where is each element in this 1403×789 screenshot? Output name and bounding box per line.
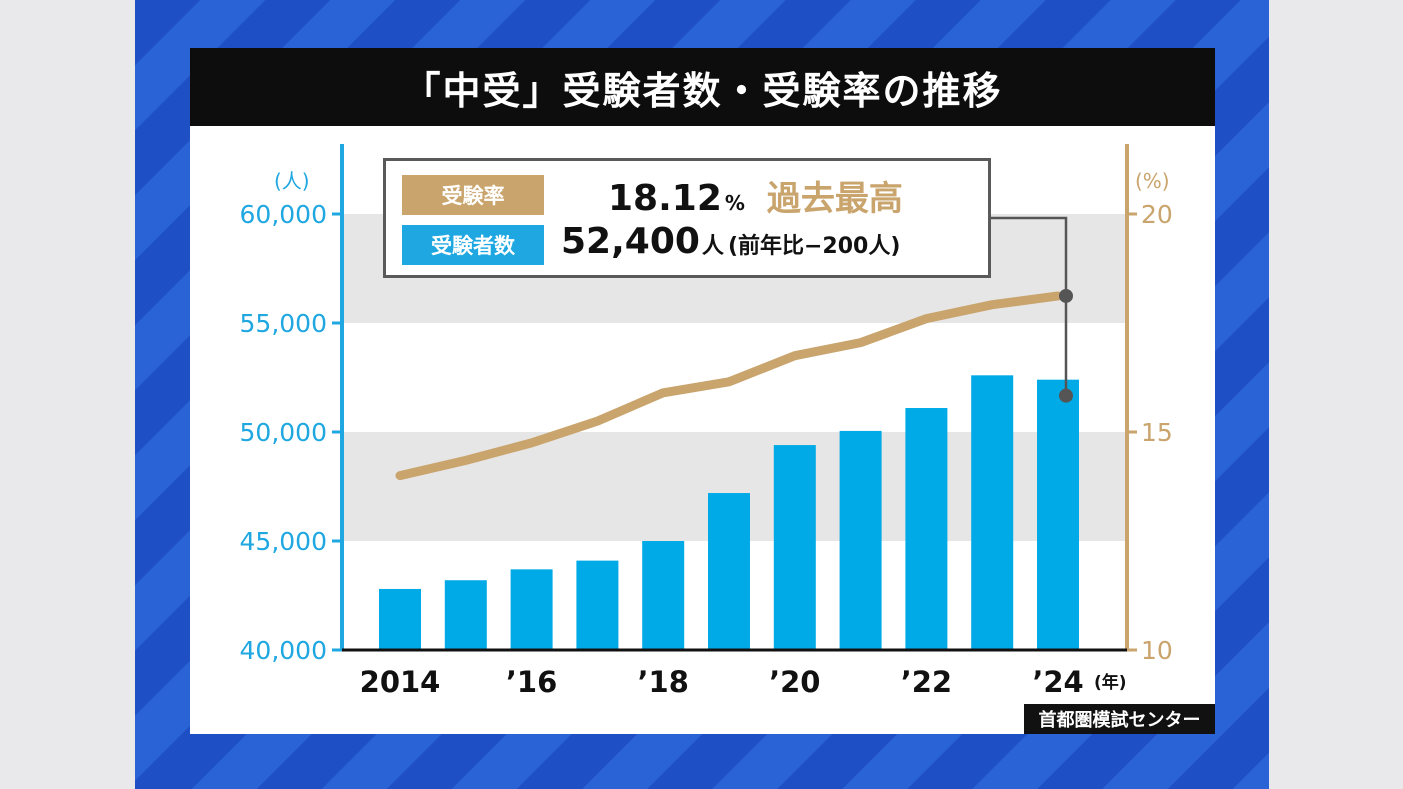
count-tag: 受験者数 (402, 225, 544, 265)
bar-2014 (379, 588, 421, 650)
x-tick-label: ’18 (638, 665, 689, 699)
rate-marker (1059, 288, 1073, 303)
count-unit: 人 (701, 234, 724, 259)
bar-2018 (642, 541, 685, 650)
count-value: 52,400 (561, 221, 700, 262)
right-tick-label: 20 (1141, 200, 1173, 229)
rate-note: 過去最高 (766, 179, 903, 219)
x-tick-label: ’20 (769, 665, 820, 699)
chart-panel: 40,000 45,000 50,000 55,000 60,000 (人) 10 15 20… (190, 126, 1215, 734)
bar-2021 (839, 430, 882, 650)
count-marker (1059, 388, 1073, 403)
left-tick-label: 60,000 (240, 200, 327, 229)
bar-2020 (773, 445, 816, 650)
x-tick-label: ’24 (1032, 665, 1083, 699)
bar-2022 (905, 408, 948, 650)
callout-box: 受験率 18.12 % 過去最高 受験者数 52,400 人 (前年比−200人… (383, 158, 991, 278)
x-tick-label: 2014 (360, 665, 441, 699)
right-axis-unit: (%) (1135, 169, 1170, 193)
broadcast-background: 「中受」受験者数・受験率の推移 40,000 45,000 50,000 55,000… (135, 0, 1269, 789)
callout-leader (991, 216, 1073, 403)
bar-2015 (444, 580, 487, 650)
leader-line (991, 216, 1068, 396)
count-readout: 52,400 人 (前年比−200人) (561, 221, 900, 267)
rate-tag: 受験率 (402, 175, 544, 215)
bars-group (379, 375, 1079, 650)
right-tick-label: 15 (1141, 418, 1173, 447)
x-tick-label: ’16 (506, 665, 557, 699)
left-tick-label: 50,000 (240, 418, 327, 447)
x-axis: 2014 ’16 ’18 ’20 ’22 ’24 (年) (342, 648, 1127, 699)
x-axis-unit: (年) (1094, 672, 1127, 693)
bar-2023 (971, 375, 1014, 650)
rate-line (395, 291, 1063, 481)
rate-line-group (395, 291, 1063, 481)
bar-2024 (1037, 379, 1079, 650)
rate-value: 18.12 (608, 178, 722, 219)
left-tick-label: 55,000 (240, 309, 327, 338)
source-label: 首都圏模試センター (1024, 704, 1215, 734)
bar-2016 (510, 569, 553, 650)
rate-unit: % (724, 191, 745, 215)
left-tick-label: 40,000 (240, 636, 327, 665)
left-tick-label: 45,000 (240, 527, 327, 556)
count-note: (前年比−200人) (727, 234, 901, 259)
bar-2019 (708, 493, 750, 650)
x-tick-label: ’22 (901, 665, 952, 699)
right-axis: 10 15 20 (%) (1125, 144, 1173, 665)
left-axis-unit: (人) (274, 169, 310, 193)
rate-readout: 18.12 % 過去最高 (608, 171, 903, 219)
left-axis: 40,000 45,000 50,000 55,000 60,000 (人) (240, 144, 344, 665)
right-tick-label: 10 (1141, 636, 1173, 665)
chart-title: 「中受」受験者数・受験率の推移 (190, 48, 1215, 126)
bar-2017 (576, 560, 619, 650)
